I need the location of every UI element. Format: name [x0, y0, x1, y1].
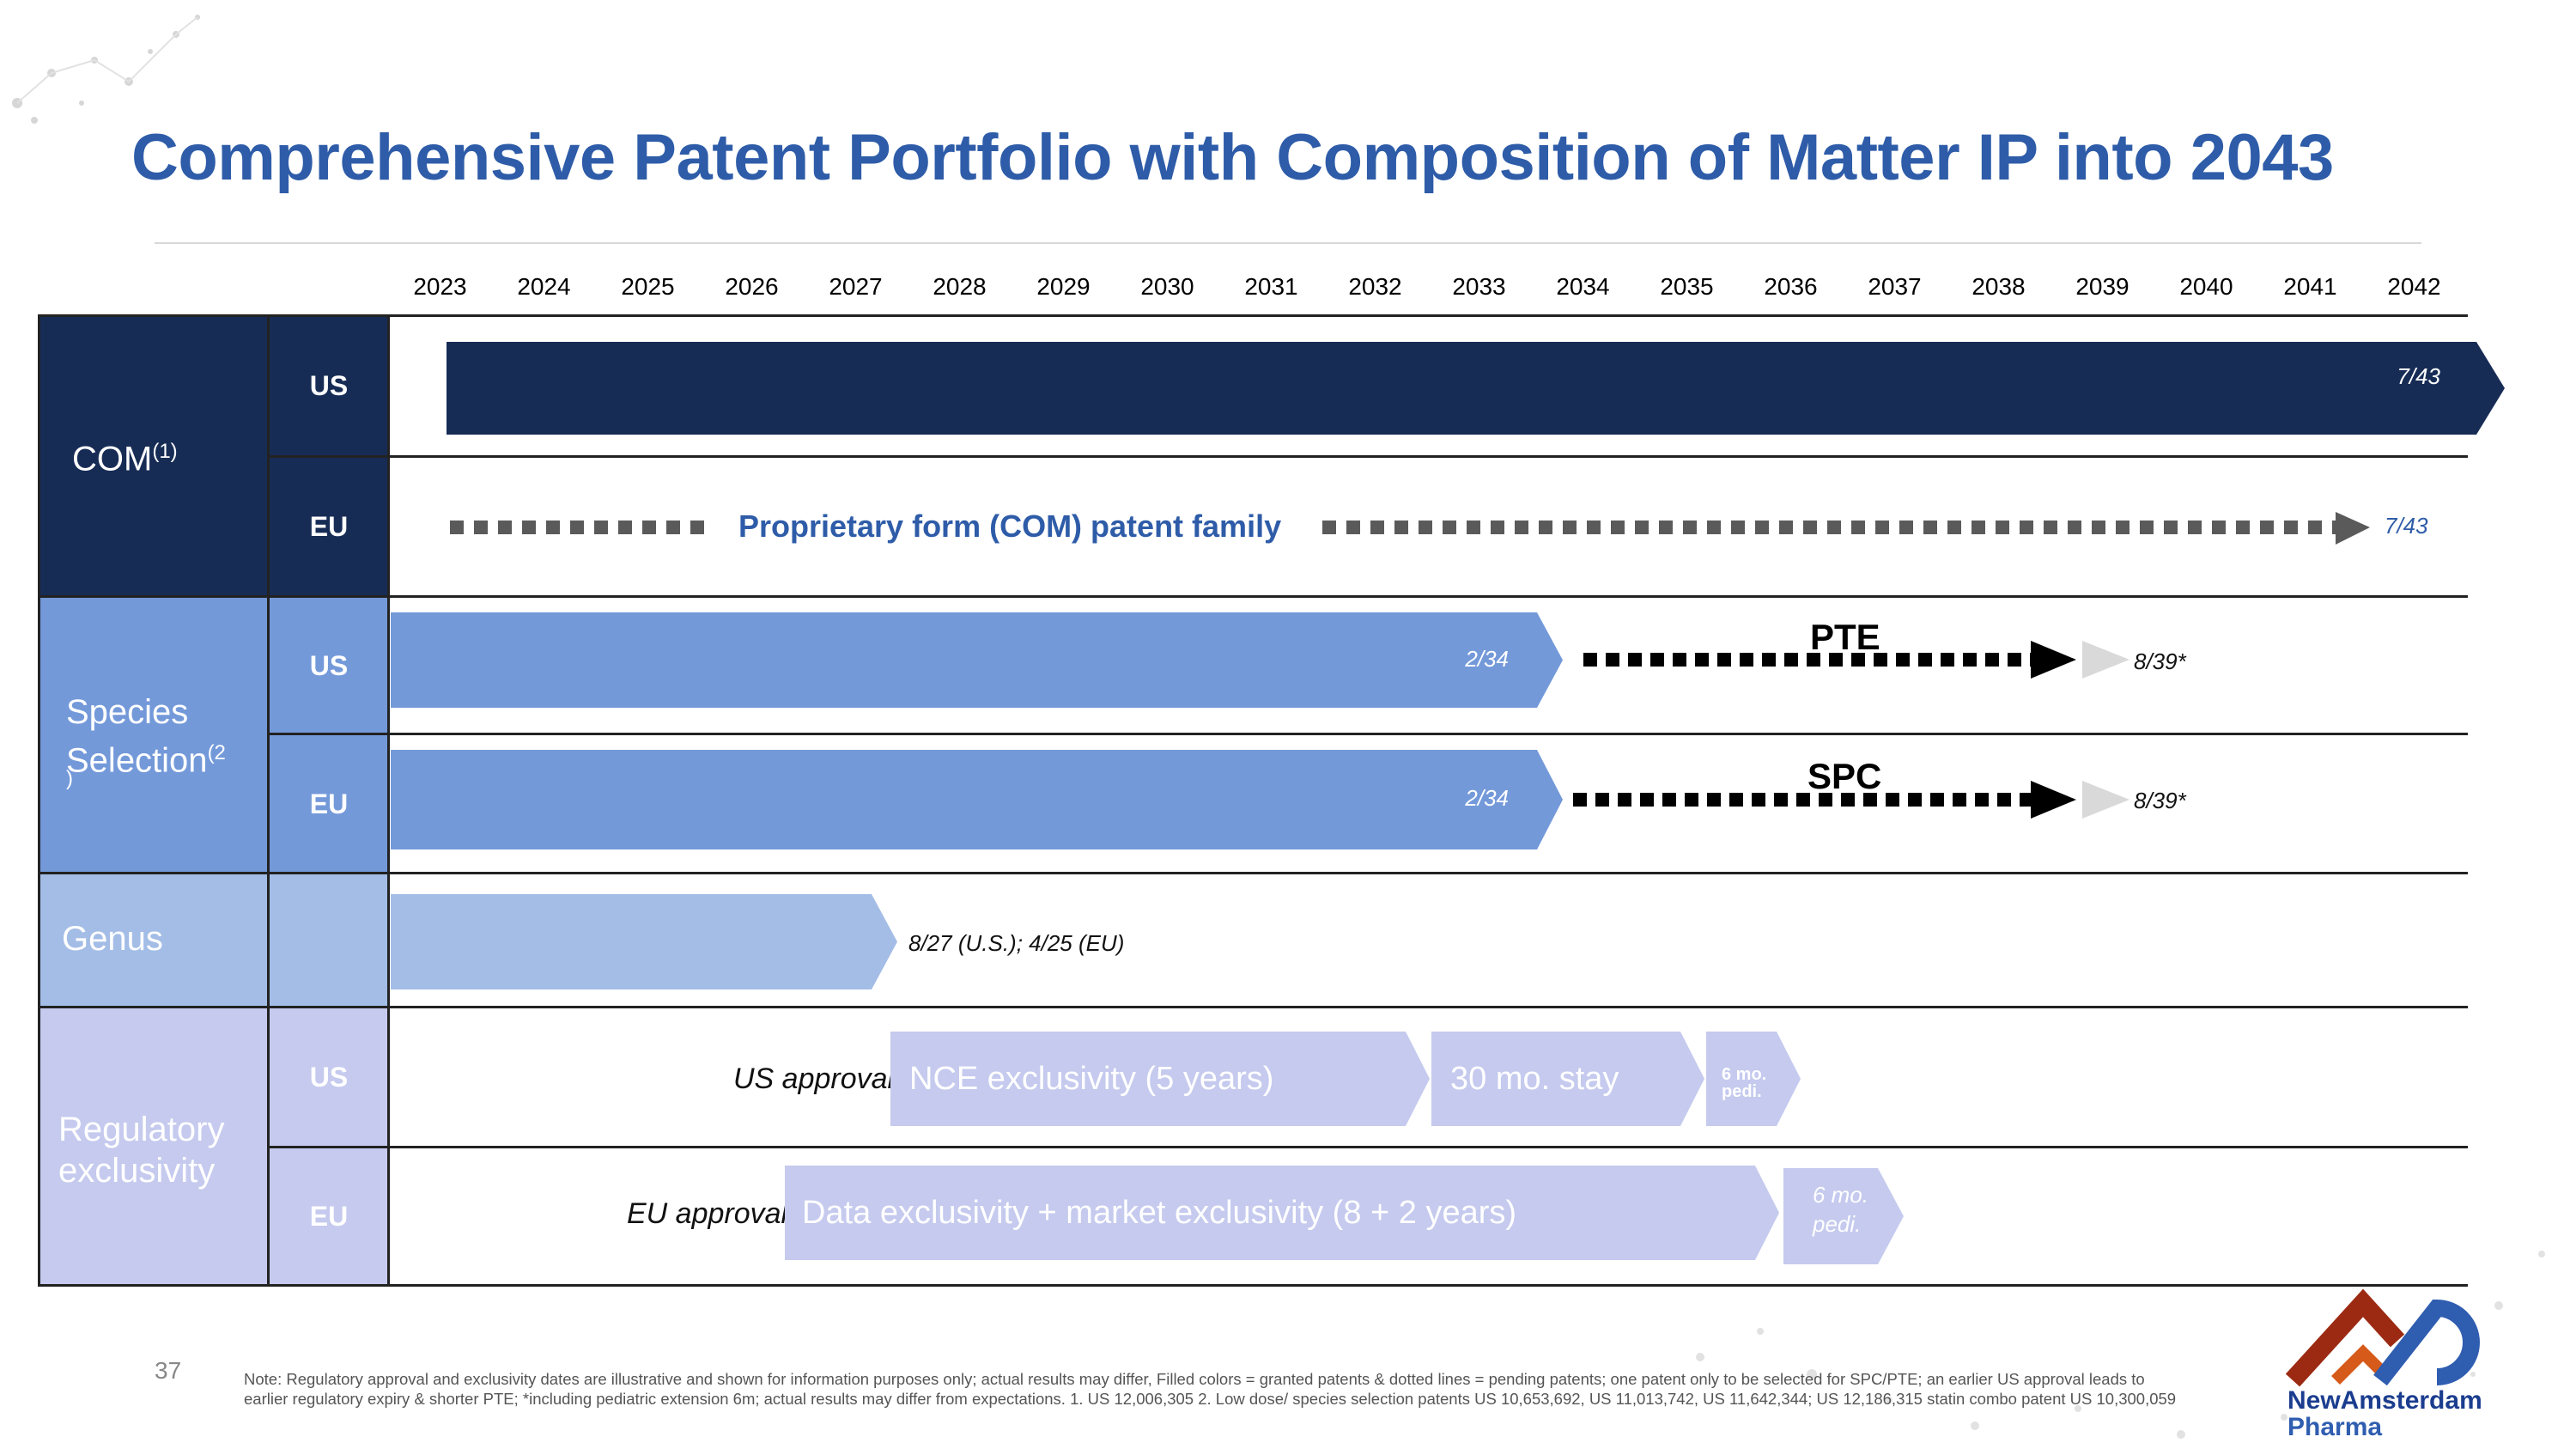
- genus-end-label: 8/27 (U.S.); 4/25 (EU): [908, 930, 1125, 956]
- category-species-footnote: (2: [207, 741, 226, 764]
- year-label: 2026: [725, 273, 779, 300]
- com-us-bar: 7/43: [447, 342, 2505, 435]
- category-regulatory-exclusivity: Regulatory exclusivity: [38, 1008, 269, 1286]
- com-eu-end-label: 7/43: [2385, 513, 2428, 539]
- row-divider: [269, 1146, 2468, 1148]
- year-label: 2038: [1971, 273, 2026, 300]
- category-com-label: COM: [72, 440, 153, 478]
- year-label: 2027: [829, 273, 883, 300]
- species-us-pte-extension: [1583, 641, 2129, 679]
- year-label: 2034: [1556, 273, 1610, 300]
- footnote: Note: Regulatory approval and exclusivit…: [244, 1370, 2177, 1408]
- table-border-region: [387, 316, 390, 1286]
- category-com: COM(1): [38, 316, 269, 597]
- stay-label: 30 mo. stay: [1450, 1060, 1619, 1097]
- year-label: 2037: [1868, 273, 1922, 300]
- us-pedi-label-1: 6 mo.: [1722, 1065, 1767, 1084]
- region-cell-com-eu: EU: [269, 456, 389, 597]
- region-cell-genus: [269, 874, 389, 1008]
- category-regulatory-label-2: exclusivity: [58, 1152, 216, 1190]
- table-border-mid: [267, 316, 270, 1286]
- year-label: 2035: [1660, 273, 1714, 300]
- category-regulatory-label-1: Regulatory: [58, 1111, 225, 1148]
- table-border-left: [38, 316, 40, 1286]
- species-eu-spc-extension: [1573, 781, 2129, 819]
- year-label: 2024: [517, 273, 571, 300]
- year-label: 2042: [2387, 273, 2441, 300]
- com-us-end-label: 7/43: [2397, 363, 2440, 389]
- page-title: Comprehensive Patent Portfolio with Comp…: [131, 121, 2334, 194]
- row-divider: [269, 455, 2468, 458]
- category-com-footnote: (1): [152, 440, 178, 463]
- title-divider: [155, 242, 2421, 244]
- year-label: 2040: [2179, 273, 2233, 300]
- row-divider: [269, 733, 2468, 735]
- species-eu-bar-label: 2/34: [1465, 785, 1509, 811]
- com-eu-dotted-line: [450, 512, 2370, 545]
- data-exclusivity-bar: Data exclusivity + market exclusivity (8…: [785, 1166, 1779, 1260]
- year-label: 2036: [1764, 273, 1818, 300]
- year-label: 2033: [1452, 273, 1506, 300]
- us-pedi-bar: 6 mo. pedi.: [1706, 1032, 1801, 1126]
- year-label: 2029: [1036, 273, 1091, 300]
- com-eu-center-label: Proprietary form (COM) patent family: [738, 508, 1282, 544]
- category-species-selection: Species Selection(2 ): [38, 597, 269, 874]
- pte-label: PTE: [1810, 617, 1880, 657]
- logo-line-1: NewAmsterdam: [2287, 1386, 2482, 1415]
- region-cell-reg-eu: EU: [269, 1147, 389, 1286]
- nce-exclusivity-label: NCE exclusivity (5 years): [909, 1060, 1274, 1097]
- row-divider: [38, 595, 2468, 598]
- logo-text: NewAmsterdam Pharma: [2287, 1387, 2482, 1440]
- species-eu-end-label: 8/39*: [2134, 788, 2186, 813]
- category-species-label-2: Selection: [66, 741, 208, 780]
- stay-bar: 30 mo. stay: [1431, 1032, 1704, 1126]
- logo-line-2: Pharma: [2287, 1413, 2383, 1441]
- year-label: 2041: [2283, 273, 2337, 300]
- decorative-molecule-bottom-right: [1696, 1251, 2545, 1439]
- region-cell-species-us: US: [269, 597, 389, 734]
- nce-exclusivity-bar: NCE exclusivity (5 years): [890, 1032, 1430, 1126]
- genus-bar: [391, 894, 897, 989]
- year-label: 2030: [1140, 273, 1194, 300]
- eu-pedi-bar: 6 mo. pedi.: [1783, 1168, 1904, 1264]
- page-number: 37: [155, 1357, 182, 1384]
- species-us-bar-label: 2/34: [1465, 646, 1509, 672]
- us-approval-label: US approval: [733, 1062, 895, 1095]
- region-cell-reg-us: US: [269, 1008, 389, 1147]
- region-cell-com-us: US: [269, 316, 389, 456]
- row-divider: [38, 314, 2468, 317]
- row-divider: [38, 1006, 2468, 1008]
- species-us-bar: 2/34: [391, 612, 1563, 708]
- eu-approval-label: EU approval: [627, 1197, 788, 1230]
- eu-pedi-label-2: pedi.: [1813, 1211, 1862, 1237]
- region-cell-species-eu: EU: [269, 734, 389, 874]
- data-exclusivity-label: Data exclusivity + market exclusivity (8…: [802, 1194, 1517, 1231]
- year-label: 2025: [621, 273, 675, 300]
- year-label: 2032: [1348, 273, 1402, 300]
- category-species-footnote-cont: ): [66, 767, 73, 790]
- spc-label: SPC: [1807, 756, 1882, 796]
- year-label: 2028: [933, 273, 987, 300]
- category-genus-label: Genus: [62, 920, 163, 958]
- newamsterdam-logo-icon: [2285, 1288, 2480, 1387]
- year-label: 2039: [2075, 273, 2129, 300]
- row-divider: [38, 1284, 2468, 1287]
- eu-pedi-label-1: 6 mo.: [1813, 1182, 1869, 1208]
- us-pedi-label-2: pedi.: [1722, 1082, 1762, 1101]
- year-label: 2031: [1244, 273, 1298, 300]
- category-species-label-1: Species: [66, 693, 189, 731]
- row-divider: [38, 872, 2468, 874]
- species-us-end-label: 8/39*: [2134, 648, 2186, 674]
- year-label: 2023: [413, 273, 467, 300]
- category-genus: Genus: [38, 874, 269, 1008]
- species-eu-bar: 2/34: [391, 750, 1563, 849]
- decorative-molecule-top-left: [12, 15, 200, 124]
